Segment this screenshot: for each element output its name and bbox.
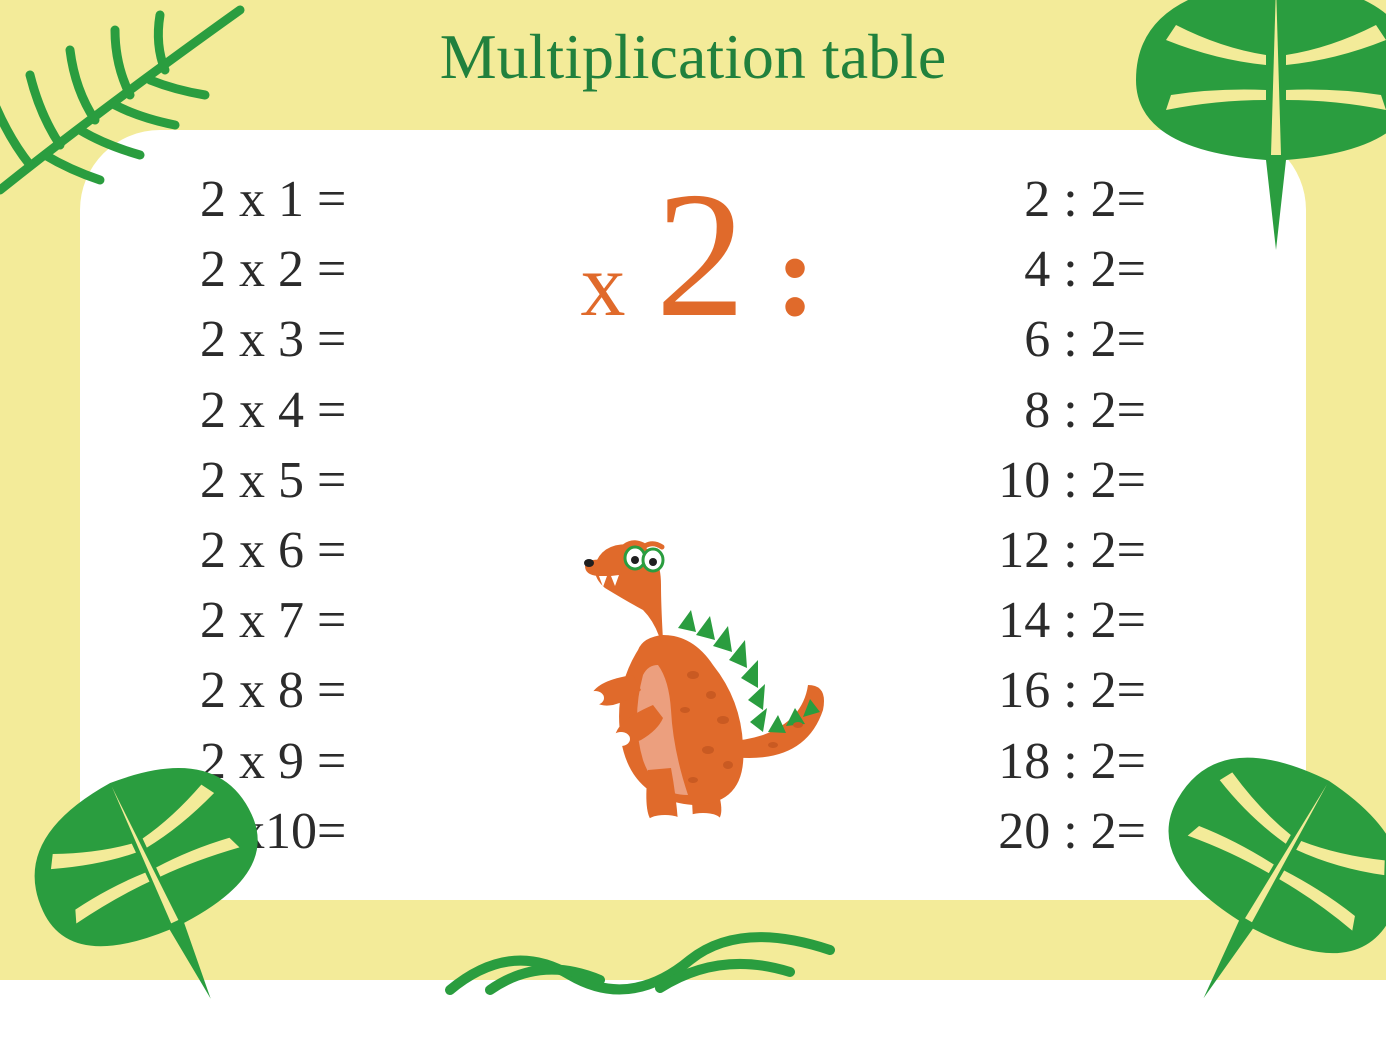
equation-row: 2 x 2 =	[200, 235, 346, 305]
fern-leaf-icon	[0, 0, 260, 210]
number-badge: x 2 :	[581, 165, 806, 345]
dinosaur-icon	[543, 510, 843, 830]
equation-row: 16 : 2=	[998, 656, 1146, 726]
grass-leaf-icon	[430, 880, 850, 1000]
monstera-leaf-icon	[20, 750, 300, 1030]
monstera-leaf-icon	[1106, 0, 1386, 260]
equation-row: 14 : 2=	[998, 586, 1146, 656]
equation-row: 2 x 7 =	[200, 586, 346, 656]
worksheet-page: Multiplication table	[0, 0, 1386, 980]
equation-row: 2 x 4 =	[200, 376, 346, 446]
equation-row: 2 x 3 =	[200, 305, 346, 375]
equation-row: 2 x 5 =	[200, 446, 346, 516]
badge-divide-symbol: :	[776, 206, 806, 344]
equation-row: 8 : 2=	[998, 376, 1146, 446]
equation-row: 10 : 2=	[998, 446, 1146, 516]
badge-number: 2	[656, 165, 746, 345]
equation-row: 6 : 2=	[998, 305, 1146, 375]
equation-row: 2 x 8 =	[200, 656, 346, 726]
badge-multiply-symbol: x	[581, 234, 626, 337]
monstera-leaf-icon	[1116, 740, 1386, 1040]
equation-row: 12 : 2=	[998, 516, 1146, 586]
equation-row: 2 x 6 =	[200, 516, 346, 586]
